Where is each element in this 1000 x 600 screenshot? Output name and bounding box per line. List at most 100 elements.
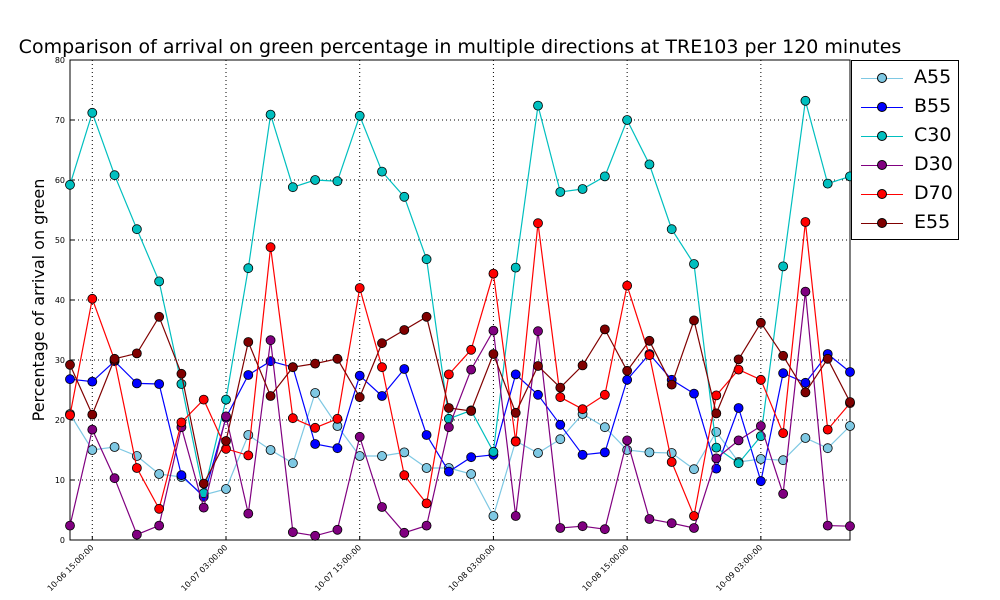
series-line-e55 <box>69 315 851 486</box>
data-point-b55 <box>176 470 187 481</box>
data-point-e55 <box>755 317 766 328</box>
series-line-d70 <box>69 221 851 519</box>
data-point-c30 <box>399 191 410 202</box>
data-point-e55 <box>176 368 187 379</box>
data-point-d30 <box>622 435 633 446</box>
data-point-e55 <box>198 478 209 489</box>
y-tick-label: 20 <box>55 416 65 425</box>
data-point-e55 <box>666 379 677 390</box>
data-point-d70 <box>622 280 633 291</box>
data-point-c30 <box>243 263 254 274</box>
data-point-e55 <box>733 354 744 365</box>
data-point-d70 <box>488 268 499 279</box>
legend-marker <box>877 131 887 141</box>
data-point-b55 <box>310 439 321 449</box>
data-point-a55 <box>243 430 254 440</box>
data-point-d70 <box>778 428 789 439</box>
data-point-c30 <box>131 224 142 235</box>
data-point-c30 <box>421 254 432 265</box>
data-point-d30 <box>689 523 699 533</box>
grid-lines <box>70 60 850 540</box>
data-point-b55 <box>622 374 633 385</box>
data-point-e55 <box>265 391 276 401</box>
data-point-a55 <box>800 433 811 443</box>
legend-label: D30 <box>914 153 953 175</box>
data-point-d30 <box>332 524 343 535</box>
data-point-c30 <box>689 259 699 269</box>
data-point-d30 <box>131 529 142 540</box>
legend: A55 B55 C30 D30 D70 E55 <box>851 60 959 240</box>
data-point-a55 <box>399 447 410 458</box>
data-point-d30 <box>154 520 165 531</box>
data-point-a55 <box>466 469 477 479</box>
data-point-d70 <box>399 470 410 481</box>
data-point-d70 <box>65 410 75 421</box>
data-point-c30 <box>644 159 655 170</box>
data-point-a55 <box>87 445 98 455</box>
data-point-d70 <box>310 422 321 433</box>
data-point-b55 <box>510 369 521 380</box>
legend-item-c30: C30 <box>852 122 960 151</box>
x-tick-label: 10-08 03:00:00 <box>447 543 497 593</box>
data-point-d70 <box>443 369 454 380</box>
data-point-b55 <box>533 389 543 400</box>
data-point-d30 <box>822 520 833 531</box>
data-point-e55 <box>221 436 231 446</box>
axis-ticks: 0 10 20 30 40 50 60 70 80 10-06 15:00:00 10-07 03:… <box>46 56 765 593</box>
data-point-c30 <box>65 179 75 190</box>
data-point-d30 <box>778 488 789 499</box>
data-point-a55 <box>221 484 231 494</box>
data-point-b55 <box>399 364 410 374</box>
data-point-a55 <box>287 458 298 469</box>
data-point-d30 <box>243 508 254 519</box>
data-point-e55 <box>65 359 75 370</box>
data-point-e55 <box>644 335 655 346</box>
data-point-d30 <box>443 422 454 433</box>
data-point-d70 <box>154 503 165 514</box>
data-point-a55 <box>354 451 365 461</box>
legend-marker <box>877 160 887 170</box>
data-point-e55 <box>689 315 699 326</box>
data-point-e55 <box>711 408 722 419</box>
data-point-d70 <box>87 293 98 304</box>
series-e55 <box>65 311 855 489</box>
data-point-c30 <box>711 442 722 453</box>
data-point-d30 <box>65 520 75 531</box>
legend-item-e55: E55 <box>852 209 960 238</box>
data-point-b55 <box>243 370 254 380</box>
data-point-d30 <box>87 424 98 435</box>
data-point-d70 <box>644 350 655 361</box>
data-point-c30 <box>109 170 120 181</box>
data-point-c30 <box>221 394 231 405</box>
data-point-d30 <box>755 421 766 431</box>
x-tick-label: 10-07 03:00:00 <box>179 543 229 593</box>
legend-item-a55: A55 <box>852 64 960 93</box>
data-point-a55 <box>845 421 855 431</box>
legend-marker <box>877 102 887 112</box>
data-point-d30 <box>577 521 588 532</box>
data-point-d30 <box>287 527 298 538</box>
data-point-d70 <box>377 362 387 373</box>
data-point-d30 <box>800 286 811 297</box>
series-line-c30 <box>69 100 851 494</box>
data-point-a55 <box>154 469 165 479</box>
data-point-b55 <box>377 391 387 401</box>
data-point-b55 <box>800 377 811 388</box>
data-point-e55 <box>154 311 165 322</box>
data-point-a55 <box>778 455 789 466</box>
data-point-d70 <box>577 404 588 415</box>
data-point-a55 <box>822 443 833 454</box>
data-point-a55 <box>555 434 566 445</box>
data-point-b55 <box>154 379 165 389</box>
data-point-d30 <box>666 518 677 529</box>
data-point-d30 <box>644 514 655 524</box>
data-point-b55 <box>755 476 766 487</box>
data-point-e55 <box>466 406 477 416</box>
data-point-e55 <box>332 353 343 364</box>
y-tick-label: 80 <box>55 56 65 65</box>
legend-marker <box>877 73 887 83</box>
y-tick-label: 50 <box>55 236 65 245</box>
data-point-d30 <box>354 431 365 442</box>
data-point-e55 <box>488 349 499 359</box>
